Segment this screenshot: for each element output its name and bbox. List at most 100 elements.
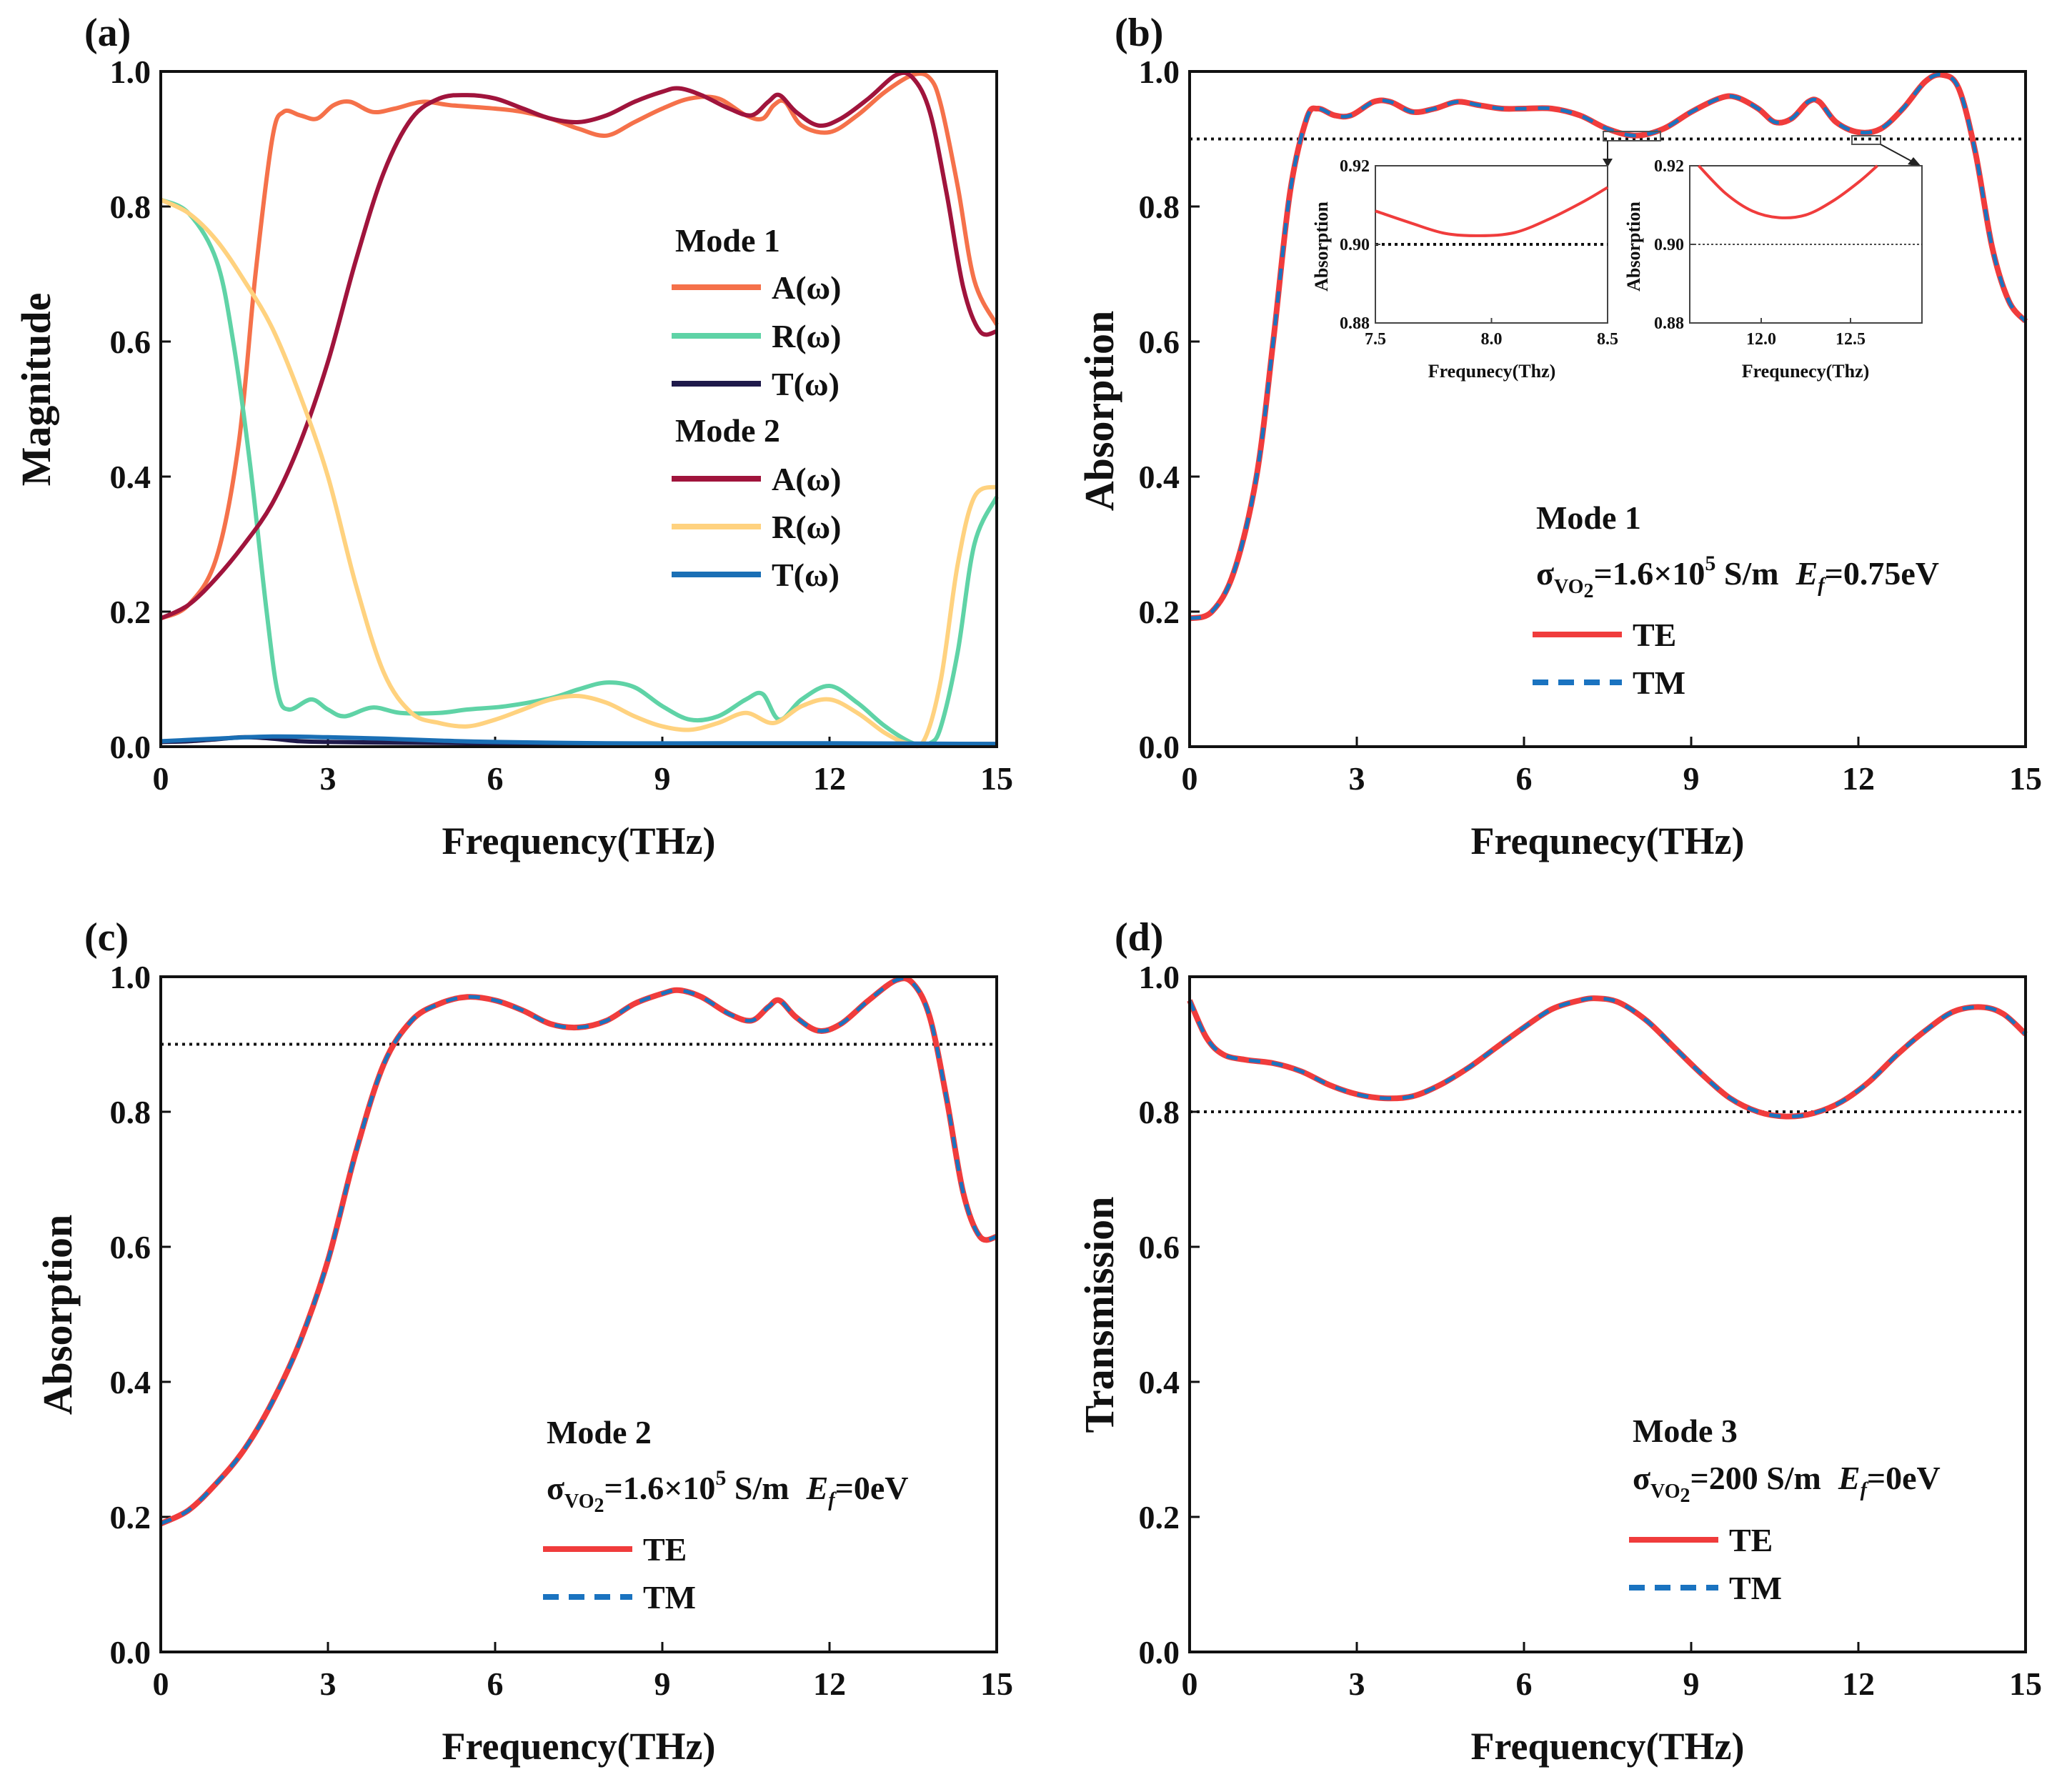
panel-b-legend: Mode 1 σVO2=1.6×105 S/m Ef=0.75eV TE TM: [1533, 499, 1939, 701]
inset-x-tick-label: 8.5: [1597, 330, 1618, 349]
inset-1-plot: 7.5 8.0 8.5 0.88 0.90 0.92: [1340, 157, 1618, 349]
panel-d-label: (d): [1115, 915, 1163, 960]
inset-curve: [1375, 186, 1609, 237]
legend-b-params: σVO2=1.6×105 S/m Ef=0.75eV: [1536, 552, 1939, 602]
sigma-symbol: σ: [547, 1470, 564, 1506]
legend-d-te-label: TE: [1729, 1522, 1773, 1558]
legend-a-r2-label: R(ω): [772, 509, 841, 545]
x-tick-label: 6: [487, 1666, 504, 1702]
x-tick-label: 3: [320, 1666, 337, 1702]
panel-b-plot: 0 3 6 9 12 15 0.0 0.2 0.4 0.6 0.8 1.0: [1139, 54, 2043, 797]
series-tm: [1189, 72, 2027, 620]
plot-frame: [159, 975, 998, 1653]
fermi-subscript: f: [1861, 1479, 1869, 1501]
panel-a-xlabel: Frequency(THz): [442, 820, 716, 862]
inset-x-tick-label: 8.0: [1481, 330, 1503, 349]
legend-b-conductivity-unit: S/m: [1715, 555, 1778, 592]
legend-d-fermi: =0eV: [1867, 1460, 1941, 1496]
inset-x-tick-label: 7.5: [1365, 330, 1386, 349]
y-tick-label: 0.4: [1139, 459, 1180, 495]
series-a1: [159, 71, 999, 621]
y-tick-label: 0.2: [110, 594, 151, 630]
x-tick-label: 15: [980, 1666, 1013, 1702]
x-tick-label: 9: [654, 760, 671, 797]
legend-c-fermi: =0eV: [835, 1470, 909, 1506]
legend-c-tm-label: TM: [643, 1579, 696, 1616]
inset-x-tick-label: 12.0: [1746, 330, 1776, 349]
panel-b-xlabel: Frequnecy(THz): [1471, 820, 1745, 862]
legend-d-params: σVO2=200 S/m Ef=0eV: [1633, 1460, 1941, 1507]
x-tick-label: 9: [1683, 760, 1700, 797]
legend-b-conductivity: =1.6×10: [1593, 555, 1705, 592]
series-r1: [159, 197, 999, 748]
sigma-subscript: VO: [1650, 1480, 1680, 1503]
series-t2: [160, 734, 997, 747]
inset-1-pointer-arrow: [1603, 159, 1613, 167]
inset-2-ylabel: Absorption: [1623, 201, 1644, 292]
y-tick-label: 0.6: [1139, 324, 1180, 360]
legend-a-t2-label: T(ω): [772, 557, 840, 593]
inset-2-plot: 12.0 12.5 0.88 0.90 0.92: [1654, 157, 1923, 349]
inset-y-tick-label: 0.88: [1340, 314, 1370, 333]
panel-d-legend: Mode 3 σVO2=200 S/m Ef=0eV TE TM: [1629, 1413, 1941, 1606]
plot-frame: [159, 70, 998, 748]
legend-c-params: σVO2=1.6×105 S/m Ef=0eV: [547, 1466, 908, 1517]
panel-d-plot: 0 3 6 9 12 15 0.0 0.2 0.4 0.6 0.8 1.0: [1139, 959, 2043, 1702]
legend-c-mode: Mode 2: [547, 1414, 652, 1450]
sigma-symbol: σ: [1536, 555, 1554, 592]
sigma-subscript: VO: [564, 1490, 594, 1513]
y-tick-label: 0.0: [1139, 729, 1180, 765]
panel-c-plot: 0 3 6 9 12 15 0.0 0.2 0.4 0.6 0.8 1.0: [110, 959, 1014, 1702]
y-tick-label: 0.8: [110, 1094, 151, 1130]
panel-d: (d) Transmission Frequency(THz) 0 3 6 9 12 15…: [1076, 915, 2042, 1768]
x-tick-label: 15: [2009, 1666, 2042, 1702]
sigma-subscript-2: 2: [594, 1495, 604, 1517]
legend-c-conductivity: =1.6×10: [604, 1470, 715, 1506]
x-tick-label: 9: [654, 1666, 671, 1702]
panel-b: (b) Absorption Frequnecy(THz) 0 3 6 9 12 15 0.…: [1076, 11, 2042, 862]
legend-b-tm-label: TM: [1633, 664, 1685, 701]
y-tick-label: 0.8: [1139, 1094, 1180, 1130]
inset-1-xlabel: Frequnecy(Thz): [1428, 361, 1556, 382]
legend-a-mode1-title: Mode 1: [675, 222, 780, 259]
inset-y-tick-label: 0.88: [1654, 314, 1684, 333]
inset-1-zoom-box: [1603, 131, 1661, 141]
y-tick-label: 0.0: [110, 729, 151, 765]
x-tick-label: 9: [1683, 1666, 1700, 1702]
x-tick-label: 6: [1516, 760, 1533, 797]
y-tick-label: 0.6: [110, 324, 151, 360]
inset-2-zoom-box: [1851, 135, 1881, 145]
x-tick-label: 12: [813, 760, 846, 797]
fermi-symbol: E: [806, 1470, 829, 1506]
y-tick-label: 0.4: [1139, 1364, 1180, 1400]
inset-y-tick-label: 0.92: [1340, 157, 1370, 176]
panel-c-ylabel: Absorption: [34, 1215, 81, 1415]
x-tick-label: 6: [1516, 1666, 1533, 1702]
series-tm: [159, 976, 997, 1525]
y-tick-label: 0.8: [1139, 189, 1180, 225]
y-tick-label: 0.2: [1139, 594, 1180, 630]
series-te: [1187, 995, 2028, 1120]
x-tick-label: 0: [153, 760, 169, 797]
y-tick-label: 0.6: [110, 1229, 151, 1265]
series-tm: [1187, 996, 2027, 1119]
legend-b-conductivity-exp: 5: [1705, 552, 1715, 575]
y-tick-label: 0.4: [110, 459, 151, 495]
legend-d-tm-label: TM: [1729, 1570, 1782, 1606]
inset-y-tick-label: 0.92: [1654, 157, 1684, 176]
y-tick-label: 0.8: [110, 189, 151, 225]
fermi-symbol: E: [1795, 555, 1818, 592]
x-tick-label: 3: [1349, 760, 1365, 797]
panel-c-legend: Mode 2 σVO2=1.6×105 S/m Ef=0eV TE TM: [543, 1414, 908, 1616]
y-tick-label: 1.0: [1139, 959, 1180, 995]
x-tick-label: 0: [153, 1666, 169, 1702]
inset-2: 12.0 12.5 0.88 0.90 0.92 Frequnecy(Thz) Abso…: [1623, 157, 1923, 382]
inset-curve: [1698, 164, 1878, 219]
y-tick-label: 0.2: [110, 1499, 151, 1535]
y-tick-label: 1.0: [1139, 54, 1180, 90]
inset-1-ylabel: Absorption: [1311, 201, 1332, 292]
inset-2-pointer-line: [1880, 144, 1916, 164]
panel-d-ylabel: Transmission: [1076, 1197, 1122, 1433]
panel-c: (c) Absorption Frequency(THz) 0 3 6 9 12 15 0.…: [34, 915, 1013, 1768]
